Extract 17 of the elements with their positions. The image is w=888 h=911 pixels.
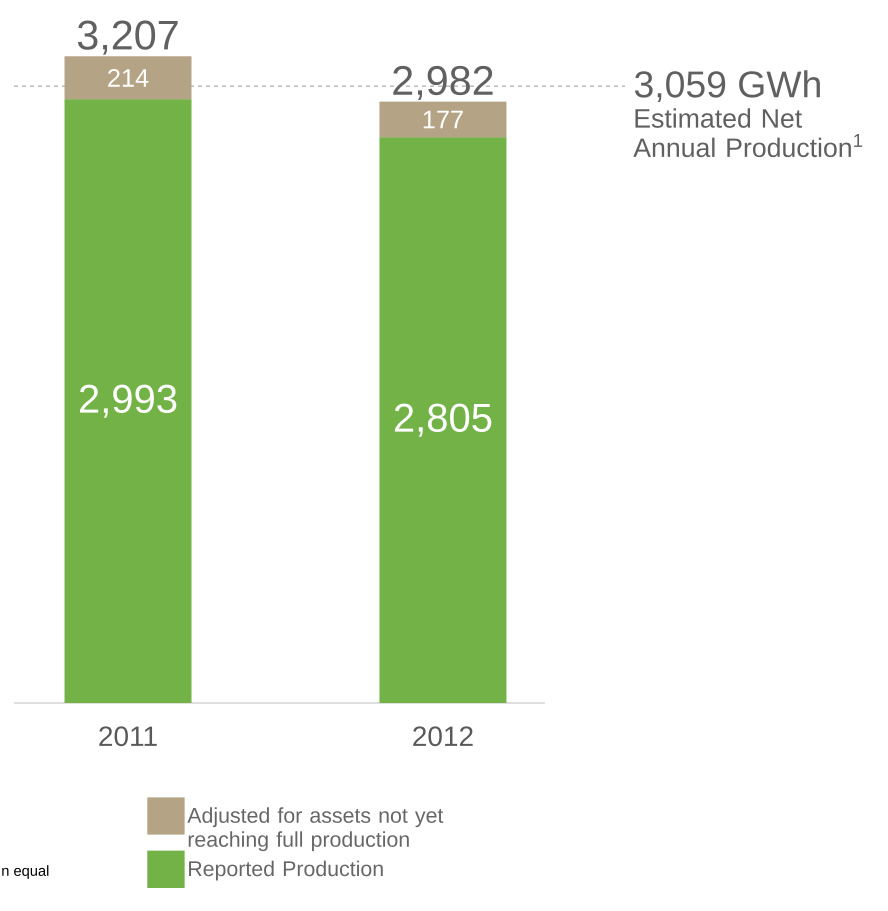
data-label: 214	[108, 68, 148, 87]
legend-label: Adjusted for assets not yet reaching full production	[187, 807, 444, 852]
ref-line-label: 3,059 GWh	[634, 70, 820, 102]
total-label: 3,207	[78, 20, 178, 55]
bar	[64, 99, 192, 703]
x-tick-label: 2012	[413, 726, 473, 746]
total-label: 2,982	[393, 66, 493, 100]
data-label: 2,993	[80, 384, 176, 418]
legend-label: Reported Production	[189, 860, 383, 880]
bar	[64, 56, 192, 100]
x-tick-label: 2011	[99, 726, 157, 746]
data-label: 177	[424, 110, 463, 128]
text: n equal	[2, 865, 48, 879]
bar	[379, 102, 506, 138]
data-label: 2,805	[394, 404, 492, 437]
bar	[379, 137, 506, 703]
text: Estimated Net Annual Production$^{1}$	[633, 108, 862, 158]
